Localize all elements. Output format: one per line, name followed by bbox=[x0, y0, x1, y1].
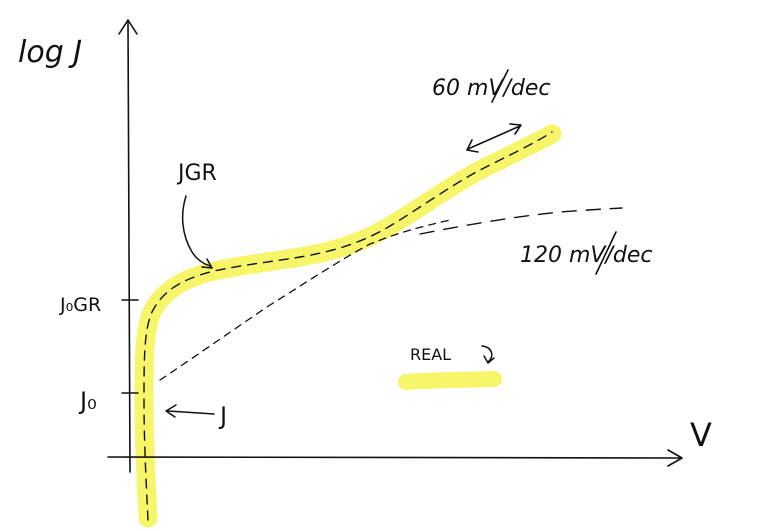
label-j-gr: JGR bbox=[176, 161, 217, 186]
x-axis-arrowhead bbox=[667, 449, 683, 467]
x-axis bbox=[107, 456, 683, 459]
legend-label-real: REAL bbox=[410, 345, 451, 364]
slope-120-dashed bbox=[419, 207, 623, 235]
legend-swatch-real bbox=[398, 371, 502, 390]
y-axis-arrowhead bbox=[118, 19, 138, 35]
y-axis-label: log J bbox=[18, 35, 82, 70]
tick-label-j-o: J₀ bbox=[78, 387, 97, 415]
label-slope-60: 60 mV/dec bbox=[432, 76, 550, 101]
j-leader-arrowhead bbox=[165, 404, 177, 418]
j-leader-arrow bbox=[167, 410, 215, 415]
tick-label-j-ogr: J₀GR bbox=[59, 294, 101, 316]
real-curve-dashed bbox=[143, 131, 553, 521]
slope-60-double-arrow bbox=[467, 125, 521, 150]
real-hook-arrowhead bbox=[483, 355, 495, 364]
slope-120-fraction-slash bbox=[595, 231, 617, 275]
jgr-leader-arrow bbox=[181, 195, 211, 267]
label-j: J bbox=[218, 402, 227, 430]
x-axis-label: V bbox=[690, 416, 712, 454]
jgr-leader-arrowhead bbox=[201, 258, 213, 269]
label-slope-120: 120 mV/dec bbox=[520, 243, 652, 268]
slope-60-arrowhead-end bbox=[509, 123, 522, 135]
slope-60-fraction-slash bbox=[491, 69, 509, 103]
ideal-diffusion-dashed bbox=[159, 219, 451, 381]
real-hook-arrow-icon bbox=[481, 345, 493, 363]
real-curve-highlight bbox=[134, 124, 562, 528]
y-axis bbox=[127, 21, 131, 473]
slope-60-arrowhead-start bbox=[466, 139, 479, 153]
